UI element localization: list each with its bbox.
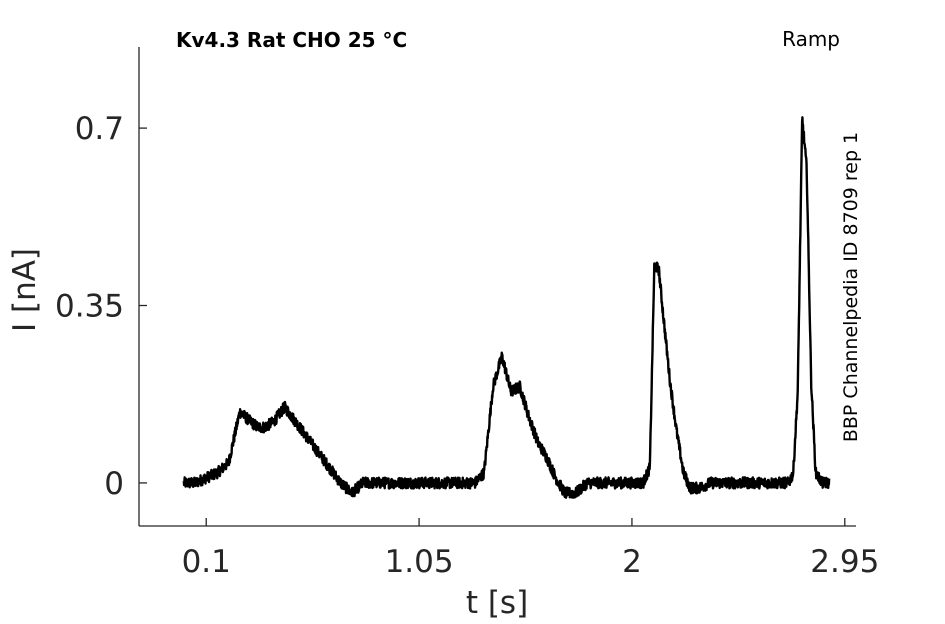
chart-title: Kv4.3 Rat CHO 25 °C bbox=[176, 28, 407, 52]
x-tick-label: 2.95 bbox=[810, 544, 879, 580]
axes bbox=[138, 47, 856, 527]
x-ticks: 0.1 1.05 2 2.95 bbox=[182, 518, 879, 580]
protocol-label: Ramp bbox=[782, 27, 840, 51]
y-tick-label: 0.35 bbox=[55, 289, 124, 325]
x-axis-label: t [s] bbox=[466, 585, 528, 621]
x-tick-label: 0.1 bbox=[182, 544, 231, 580]
y-axis-label: I [nA] bbox=[7, 248, 43, 332]
y-tick-label: 0.7 bbox=[75, 111, 124, 147]
y-ticks: 0 0.35 0.7 bbox=[55, 111, 147, 502]
y-tick-label: 0 bbox=[104, 466, 124, 502]
current-trace bbox=[182, 116, 831, 499]
x-tick-label: 1.05 bbox=[385, 544, 454, 580]
x-tick-label: 2 bbox=[622, 544, 642, 580]
side-label: BBP Channelpedia ID 8709 rep 1 bbox=[840, 132, 862, 442]
